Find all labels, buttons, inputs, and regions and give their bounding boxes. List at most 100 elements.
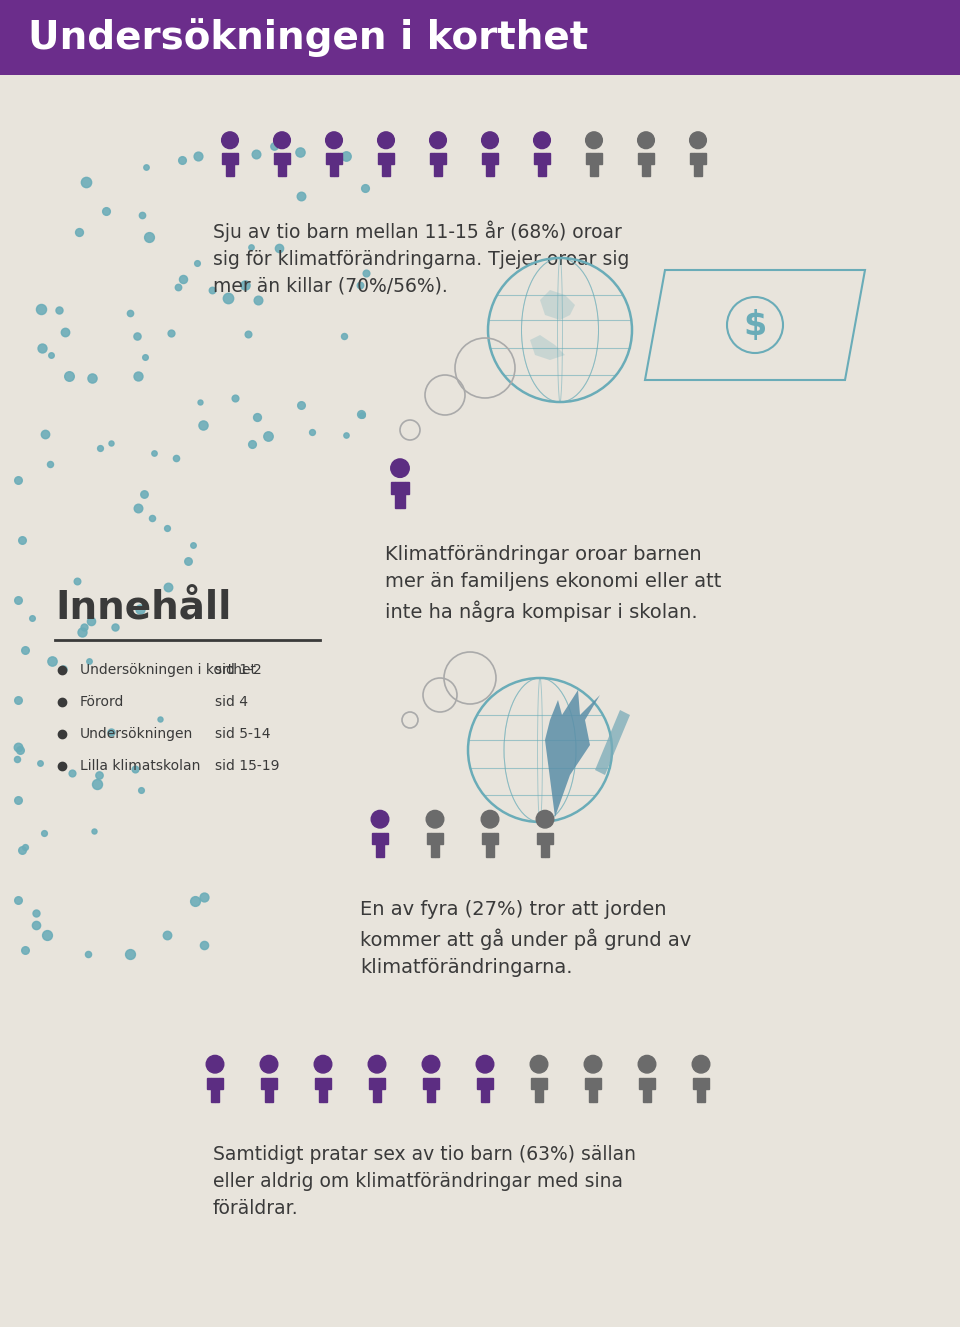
Bar bbox=[400, 495, 404, 508]
Bar bbox=[378, 153, 382, 163]
Bar bbox=[210, 1078, 220, 1089]
Bar bbox=[594, 165, 598, 176]
Bar bbox=[434, 153, 443, 165]
Text: $: $ bbox=[743, 308, 767, 341]
Bar bbox=[597, 1078, 601, 1089]
Bar bbox=[277, 153, 286, 165]
Bar bbox=[490, 1078, 493, 1089]
Polygon shape bbox=[540, 291, 575, 320]
Bar bbox=[396, 495, 400, 508]
Bar bbox=[286, 153, 290, 163]
Circle shape bbox=[426, 811, 444, 828]
Bar bbox=[381, 1078, 385, 1089]
Bar bbox=[545, 845, 549, 857]
Bar bbox=[490, 845, 494, 857]
Circle shape bbox=[369, 1055, 386, 1074]
Polygon shape bbox=[645, 269, 865, 380]
Bar bbox=[697, 1078, 706, 1089]
Circle shape bbox=[274, 131, 290, 149]
Bar bbox=[260, 1078, 265, 1089]
Bar bbox=[490, 165, 494, 176]
Bar bbox=[315, 1078, 319, 1089]
Bar bbox=[386, 165, 390, 176]
Circle shape bbox=[372, 811, 389, 828]
Bar bbox=[382, 153, 390, 165]
Bar bbox=[494, 153, 498, 163]
Text: Undersökningen: Undersökningen bbox=[80, 727, 193, 740]
Text: Förord: Förord bbox=[80, 695, 125, 709]
Bar bbox=[642, 1078, 652, 1089]
Bar bbox=[230, 165, 234, 176]
Bar bbox=[646, 165, 650, 176]
Bar bbox=[593, 1089, 597, 1101]
Bar bbox=[330, 165, 334, 176]
Bar bbox=[436, 1078, 440, 1089]
Bar bbox=[690, 153, 694, 163]
Polygon shape bbox=[595, 710, 630, 775]
Bar bbox=[440, 833, 444, 844]
Text: sid 15-19: sid 15-19 bbox=[215, 759, 279, 774]
Bar bbox=[702, 153, 706, 163]
Bar bbox=[234, 153, 238, 163]
Bar bbox=[543, 1078, 547, 1089]
Bar bbox=[486, 153, 494, 165]
Bar bbox=[481, 1089, 485, 1101]
Bar bbox=[384, 833, 389, 844]
Bar bbox=[598, 153, 602, 163]
Circle shape bbox=[689, 131, 707, 149]
Text: sid 1-2: sid 1-2 bbox=[215, 664, 262, 677]
Bar bbox=[537, 833, 540, 844]
Bar bbox=[435, 845, 440, 857]
Bar bbox=[431, 833, 440, 845]
Circle shape bbox=[638, 1055, 656, 1074]
Bar bbox=[426, 1089, 431, 1101]
Bar bbox=[375, 845, 380, 857]
Bar bbox=[546, 153, 550, 163]
Bar bbox=[274, 153, 277, 163]
Circle shape bbox=[260, 1055, 277, 1074]
Bar bbox=[638, 153, 642, 163]
Bar bbox=[319, 1078, 327, 1089]
Circle shape bbox=[586, 131, 602, 149]
Bar bbox=[222, 153, 226, 163]
Bar bbox=[588, 1089, 593, 1101]
Bar bbox=[372, 833, 375, 844]
Bar bbox=[534, 153, 538, 163]
Circle shape bbox=[314, 1055, 332, 1074]
Bar bbox=[476, 1078, 481, 1089]
Circle shape bbox=[391, 459, 409, 478]
Bar bbox=[277, 165, 282, 176]
Bar bbox=[426, 1078, 436, 1089]
Bar bbox=[642, 153, 650, 165]
Bar bbox=[650, 153, 654, 163]
Bar bbox=[206, 1078, 210, 1089]
Bar bbox=[0, 0, 960, 76]
Circle shape bbox=[422, 1055, 440, 1074]
Text: Innehåll: Innehåll bbox=[55, 591, 231, 628]
Circle shape bbox=[222, 131, 238, 149]
Bar bbox=[692, 1078, 697, 1089]
Bar bbox=[391, 483, 396, 494]
Bar bbox=[282, 165, 286, 176]
Bar bbox=[486, 833, 494, 845]
Bar bbox=[652, 1078, 656, 1089]
Bar bbox=[377, 1089, 381, 1101]
Bar bbox=[369, 1078, 372, 1089]
Bar bbox=[642, 1089, 647, 1101]
Circle shape bbox=[530, 1055, 548, 1074]
Bar bbox=[404, 483, 409, 494]
Bar bbox=[482, 153, 486, 163]
Circle shape bbox=[537, 811, 554, 828]
Bar bbox=[535, 1089, 539, 1101]
Bar bbox=[220, 1078, 224, 1089]
Text: En av fyra (27%) tror att jorden
kommer att gå under på grund av
klimatförändrin: En av fyra (27%) tror att jorden kommer … bbox=[360, 900, 691, 978]
Bar bbox=[327, 1078, 331, 1089]
Bar bbox=[697, 1089, 701, 1101]
Polygon shape bbox=[530, 334, 565, 360]
Bar bbox=[642, 165, 646, 176]
Bar bbox=[372, 1078, 381, 1089]
Bar bbox=[319, 1089, 323, 1101]
Text: sid 5-14: sid 5-14 bbox=[215, 727, 271, 740]
Bar bbox=[375, 833, 384, 845]
Bar bbox=[540, 833, 549, 845]
